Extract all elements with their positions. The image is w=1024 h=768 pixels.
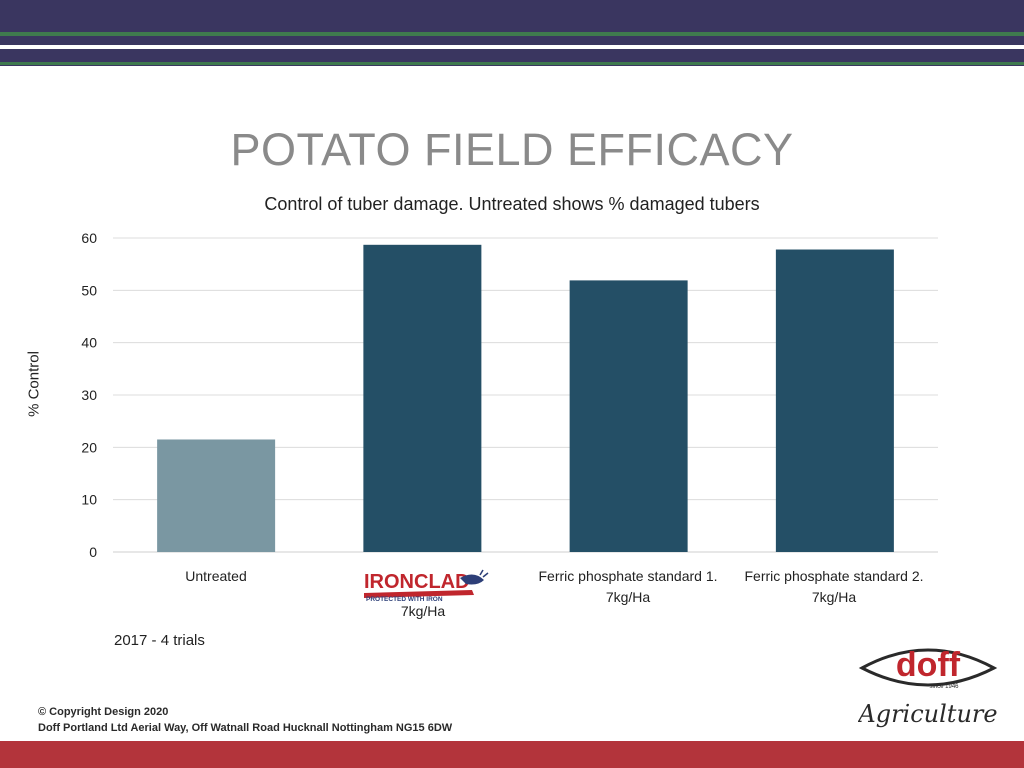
slug-icon <box>460 574 484 585</box>
y-tick-label-30: 30 <box>81 387 97 403</box>
doff-division: Agriculture <box>858 700 998 728</box>
bar-1 <box>363 244 482 552</box>
doff-since: since 1946 <box>929 684 959 690</box>
bar-2 <box>569 280 688 552</box>
y-tick-label-60: 60 <box>81 230 97 246</box>
header-stripe-white <box>0 45 1024 49</box>
copyright-block: © Copyright Design 2020 Doff Portland Lt… <box>38 704 452 736</box>
header-stripe-green <box>0 32 1024 36</box>
x-tick-label-ferric-2: Ferric phosphate standard 2. 7kg/Ha <box>744 568 924 605</box>
bar-0 <box>157 439 276 552</box>
x-tick-label-ferric-1: Ferric phosphate standard 1. 7kg/Ha <box>538 568 718 605</box>
ironclad-logo-text: IRONCLAD <box>364 571 470 593</box>
x-tick-label-untreated: Untreated <box>185 568 247 584</box>
y-tick-label-20: 20 <box>81 439 97 455</box>
copyright-line: © Copyright Design 2020 <box>38 706 169 718</box>
y-tick-label-40: 40 <box>81 335 97 351</box>
chart-subtitle: Control of tuber damage. Untreated shows… <box>264 194 760 214</box>
doff-wordmark: doff <box>896 646 961 684</box>
x-tick-label-ironclad: 7kg/Ha <box>400 603 446 619</box>
page-title: POTATO FIELD EFFICACY <box>230 124 794 175</box>
doff-agriculture-logo: doff since 1946 Agriculture <box>858 646 998 728</box>
footer-band <box>0 741 1024 768</box>
header-stripe-green-lower <box>0 62 1024 65</box>
y-tick-label-10: 10 <box>81 492 97 508</box>
trials-note: 2017 - 4 trials <box>114 632 205 649</box>
ironclad-logo: IRONCLAD PROTECTED WITH IRON <box>364 569 489 603</box>
y-tick-label-50: 50 <box>81 282 97 298</box>
y-tick-label-0: 0 <box>89 544 97 560</box>
address-line: Doff Portland Ltd Aerial Way, Off Watnal… <box>38 722 453 734</box>
bar-3 <box>775 249 894 552</box>
ironclad-tagline: PROTECTED WITH IRON <box>366 596 443 603</box>
